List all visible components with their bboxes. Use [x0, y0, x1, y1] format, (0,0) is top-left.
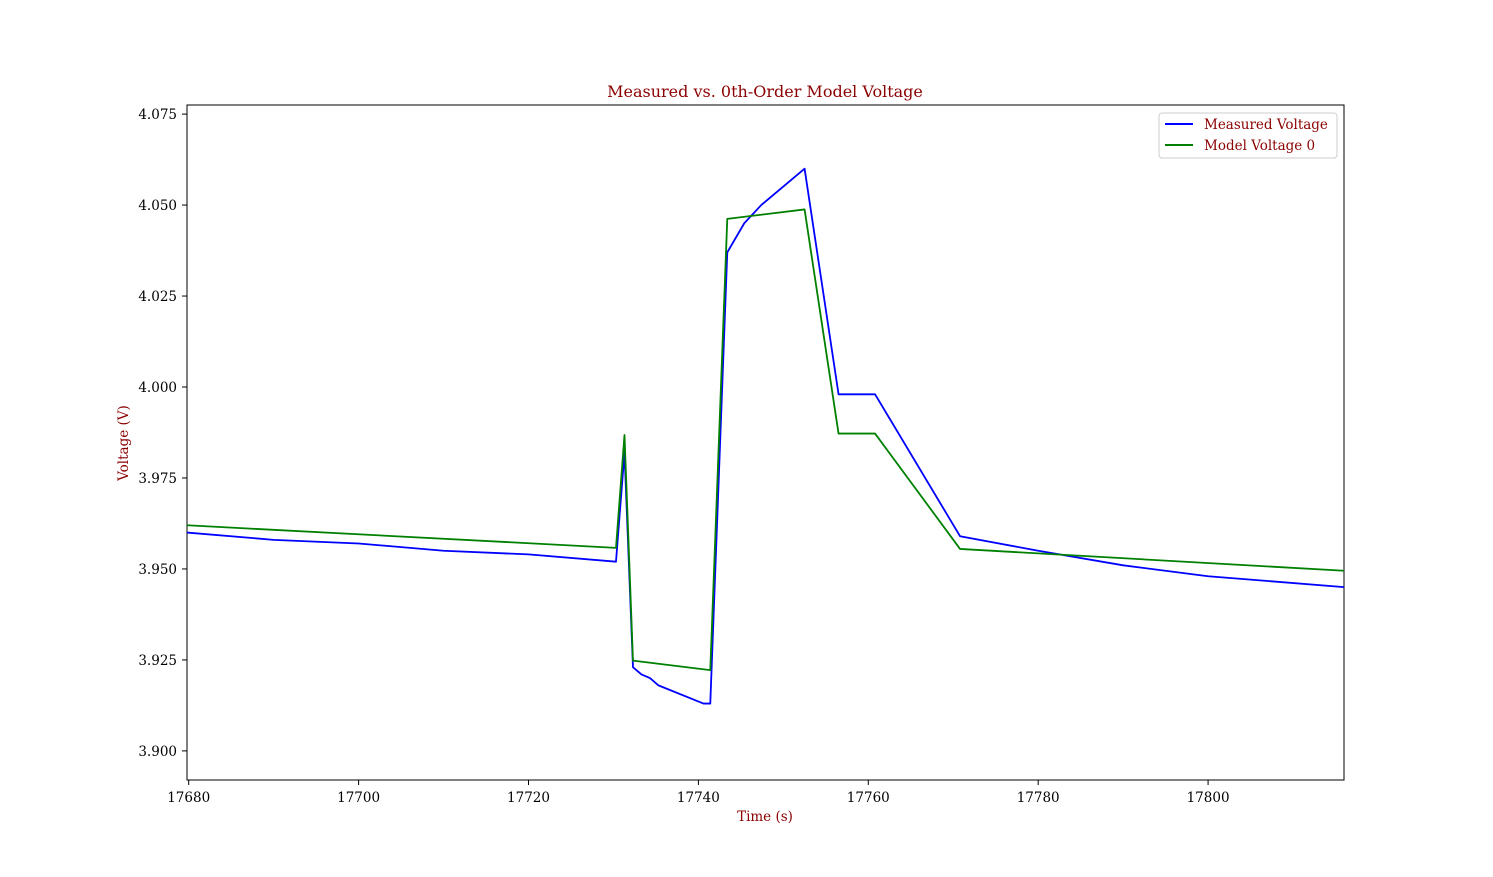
x-tick-label-17720: 17720	[507, 790, 550, 806]
y-tick-label-3: 3.975	[138, 471, 177, 487]
x-tick-label-17740: 17740	[677, 790, 720, 806]
y-tick-label-4: 4.000	[138, 380, 177, 396]
legend: Measured Voltage Model Voltage 0	[1158, 112, 1338, 159]
y-tick-label-1: 3.925	[138, 653, 177, 669]
legend-label-model-voltage-0: Model Voltage 0	[1204, 138, 1315, 154]
chart-title: Measured vs. 0th-Order Model Voltage	[607, 82, 923, 101]
y-tick-label-6: 4.050	[138, 198, 177, 214]
y-tick-label-0: 3.900	[138, 744, 177, 760]
x-tick-label-17680: 17680	[167, 790, 210, 806]
plot-area	[186, 104, 1345, 781]
y-tick-label-5: 4.025	[138, 289, 177, 305]
x-axis: 17680 17700 17720 17740 17760 17780 17800	[167, 780, 1230, 806]
plot-frame	[186, 104, 1345, 781]
x-tick-label-17780: 17780	[1017, 790, 1060, 806]
y-axis: 3.900 3.925 3.950 3.975 4.000 4.025 4.050 4.075	[138, 107, 187, 760]
legend-box	[1158, 112, 1338, 159]
legend-label-measured-voltage: Measured Voltage	[1204, 117, 1328, 133]
x-axis-label: Time (s)	[737, 809, 793, 825]
y-axis-label: Voltage (V)	[116, 405, 132, 482]
y-tick-label-2: 3.950	[138, 562, 177, 578]
series-line-measured-voltage	[186, 167, 1345, 705]
x-tick-label-17760: 17760	[847, 790, 890, 806]
y-tick-label-7: 4.075	[138, 107, 177, 123]
x-tick-label-17800: 17800	[1187, 790, 1230, 806]
x-tick-label-17700: 17700	[337, 790, 380, 806]
series-group	[186, 167, 1345, 705]
series-line-model-voltage-0	[186, 208, 1345, 672]
